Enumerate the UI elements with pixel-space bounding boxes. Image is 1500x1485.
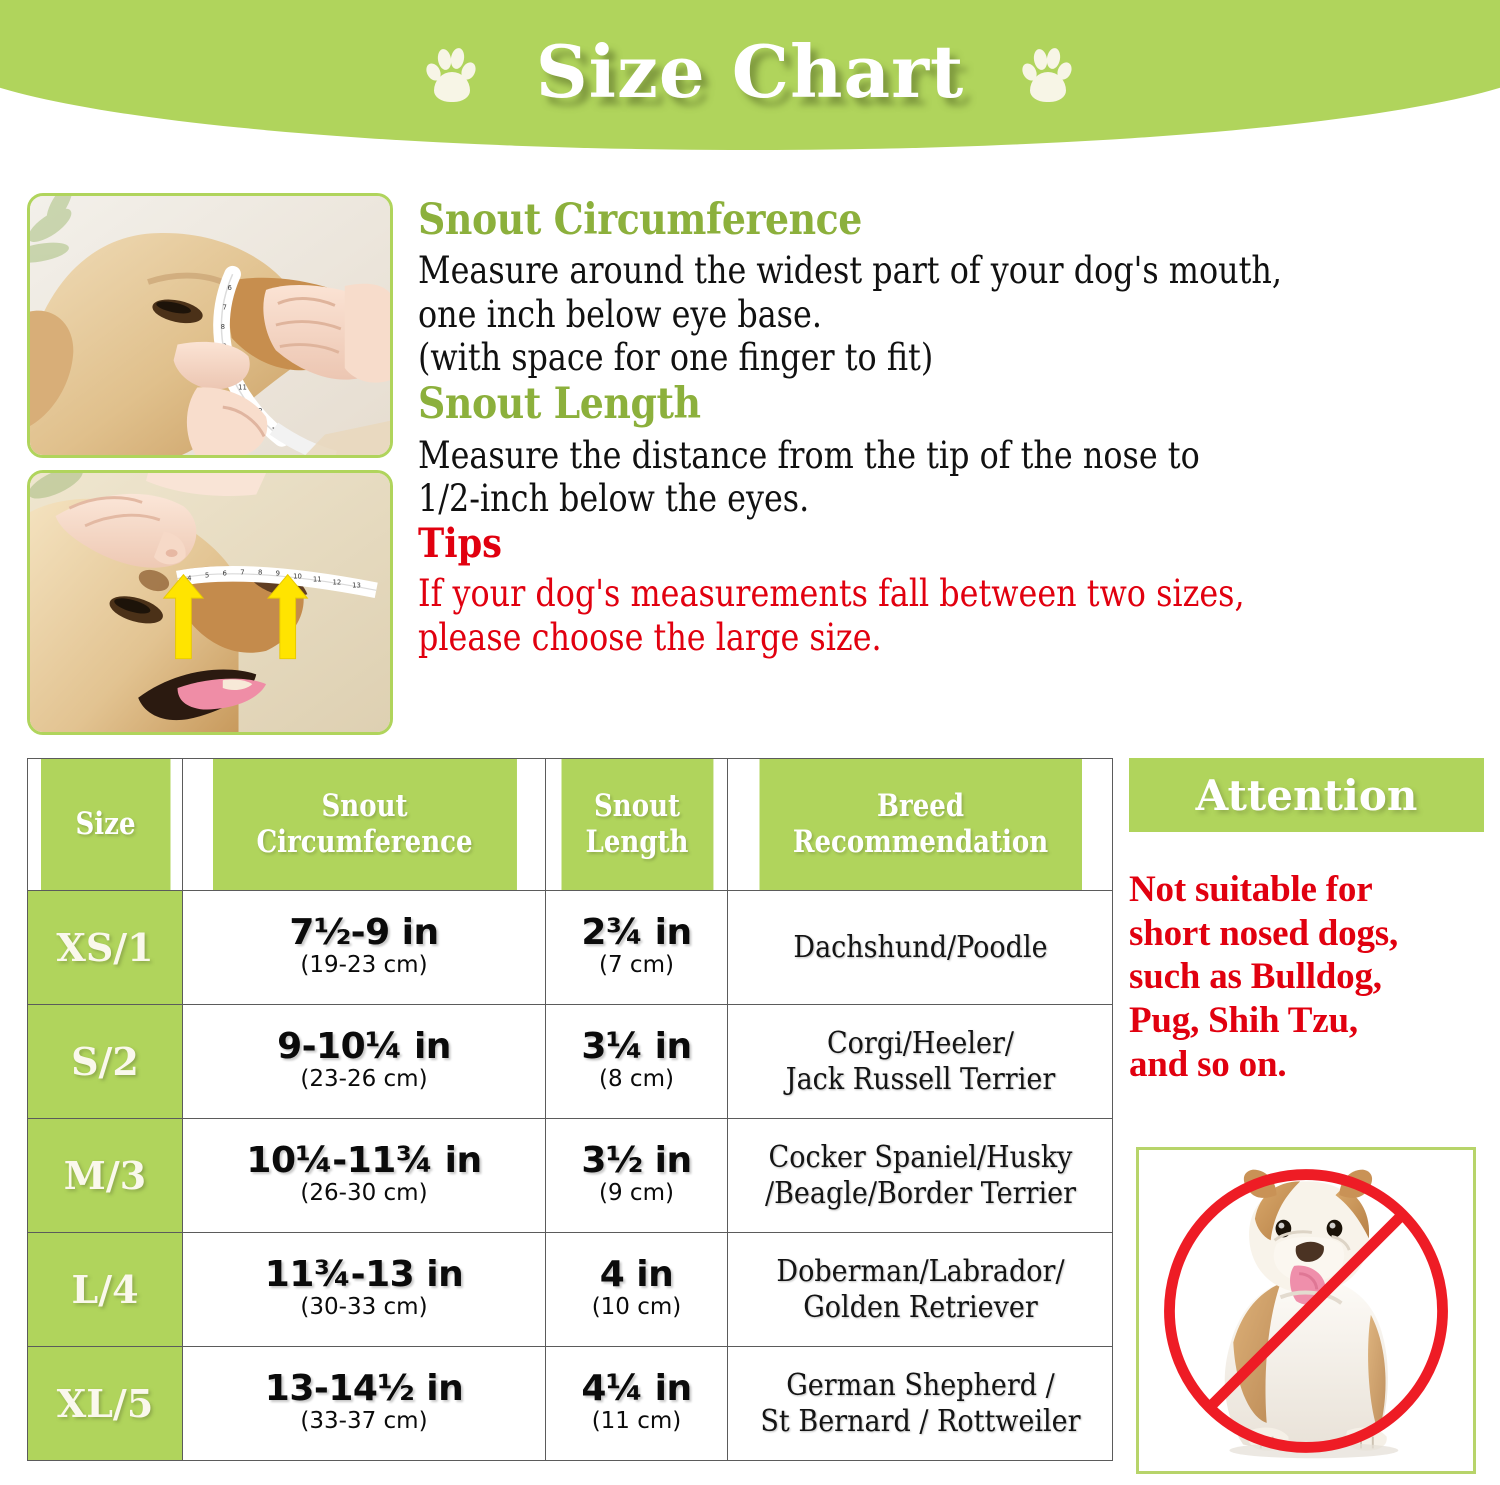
- snout-length-heading: Snout Length: [418, 379, 701, 430]
- table-row: M/3 10¼-11¾ in (26-30 cm) 3½ in (9 cm) C…: [27, 1118, 1113, 1233]
- value-inches: 11¾-13 in: [264, 1253, 464, 1295]
- value-centimeters: (26-30 cm): [300, 1180, 428, 1207]
- attention-title: Attention: [1195, 770, 1418, 820]
- cell-size: M/3: [27, 1118, 183, 1233]
- svg-text:6: 6: [223, 570, 227, 578]
- cell-size: S/2: [27, 1004, 183, 1119]
- cell-breed-recommendation: German Shepherd / St Bernard / Rottweile…: [746, 1346, 1094, 1461]
- instructions-section: 6 7 8 9 10 11 12 13: [0, 193, 1500, 745]
- svg-text:8: 8: [221, 323, 225, 331]
- svg-text:11: 11: [238, 384, 247, 392]
- page-title: Size Chart: [535, 29, 965, 114]
- cell-size: XS/1: [27, 890, 183, 1005]
- cell-size: L/4: [27, 1232, 183, 1347]
- value-centimeters: (9 cm): [599, 1180, 674, 1207]
- column-header-size: Size: [39, 758, 171, 891]
- snout-length-body: Measure the distance from the tip of the…: [418, 433, 1200, 520]
- table-row: XL/5 13-14½ in (33-37 cm) 4¼ in (11 cm) …: [27, 1346, 1113, 1461]
- table-header-row: Size Snout Circumference Snout Length Br…: [28, 758, 1113, 891]
- value-inches: 3¼ in: [581, 1025, 692, 1067]
- attention-warning-text: Not suitable for short nosed dogs, such …: [1129, 869, 1399, 1085]
- svg-text:5: 5: [205, 572, 209, 580]
- svg-text:12: 12: [333, 578, 342, 586]
- cell-snout-circumference: 10¼-11¾ in (26-30 cm): [182, 1118, 546, 1233]
- value-centimeters: (11 cm): [591, 1408, 682, 1435]
- paw-print-icon: [1019, 46, 1075, 104]
- svg-text:11: 11: [313, 576, 322, 584]
- cell-breed-recommendation: Corgi/Heeler/ Jack Russell Terrier: [746, 1004, 1094, 1119]
- snout-length-photo: 4 5 6 7 8 9 10 11 12 13: [27, 470, 393, 735]
- svg-text:13: 13: [352, 581, 361, 589]
- cell-snout-circumference: 13-14½ in (33-37 cm): [182, 1346, 546, 1461]
- value-centimeters: (33-37 cm): [300, 1408, 428, 1435]
- cell-snout-circumference: 11¾-13 in (30-33 cm): [182, 1232, 546, 1347]
- cell-snout-length: 3¼ in (8 cm): [545, 1004, 728, 1119]
- tips-heading: Tips: [418, 520, 502, 568]
- tips-body: If your dog's measurements fall between …: [418, 572, 1245, 659]
- svg-text:7: 7: [223, 303, 227, 311]
- value-inches: 3½ in: [581, 1139, 692, 1181]
- no-bulldog-image: [1136, 1147, 1476, 1474]
- value-inches: 4 in: [599, 1253, 674, 1295]
- attention-panel: Attention Not suitable for short nosed d…: [1129, 758, 1484, 1086]
- value-inches: 7½-9 in: [289, 911, 439, 953]
- cell-snout-length: 3½ in (9 cm): [545, 1118, 728, 1233]
- paw-print-icon: [423, 46, 478, 104]
- value-inches: 13-14½ in: [264, 1367, 464, 1409]
- svg-text:7: 7: [240, 569, 244, 577]
- value-centimeters: (19-23 cm): [300, 952, 428, 979]
- table-row: S/2 9-10¼ in (23-26 cm) 3¼ in (8 cm) Cor…: [27, 1004, 1113, 1119]
- svg-text:9: 9: [276, 570, 280, 578]
- size-chart-table: Size Snout Circumference Snout Length Br…: [27, 758, 1113, 1461]
- cell-breed-recommendation: Dachshund/Poodle: [746, 890, 1094, 1005]
- cell-snout-length: 4 in (10 cm): [545, 1232, 728, 1347]
- svg-text:10: 10: [293, 573, 302, 581]
- column-header-snout-length: Snout Length: [559, 758, 714, 891]
- svg-text:4: 4: [187, 575, 191, 583]
- column-header-snout-circumference: Snout Circumference: [211, 758, 517, 891]
- snout-circumference-heading: Snout Circumference: [418, 195, 862, 245]
- attention-header-bar: Attention: [1129, 758, 1484, 832]
- table-row: L/4 11¾-13 in (30-33 cm) 4 in (10 cm) Do…: [27, 1232, 1113, 1347]
- value-centimeters: (10 cm): [591, 1294, 682, 1321]
- cell-size: XL/5: [27, 1346, 183, 1461]
- cell-snout-circumference: 7½-9 in (19-23 cm): [182, 890, 546, 1005]
- value-centimeters: (30-33 cm): [300, 1294, 428, 1321]
- cell-snout-length: 2¾ in (7 cm): [545, 890, 728, 1005]
- value-inches: 9-10¼ in: [277, 1025, 451, 1067]
- cell-breed-recommendation: Cocker Spaniel/Husky /Beagle/Border Terr…: [746, 1118, 1094, 1233]
- value-inches: 2¾ in: [581, 911, 692, 953]
- svg-text:8: 8: [258, 569, 262, 577]
- page-header-banner: Size Chart: [0, 0, 1500, 150]
- value-inches: 4¼ in: [581, 1367, 692, 1409]
- value-inches: 10¼-11¾ in: [246, 1139, 482, 1181]
- value-centimeters: (7 cm): [599, 952, 674, 979]
- table-row: XS/1 7½-9 in (19-23 cm) 2¾ in (7 cm) Dac…: [27, 890, 1113, 1005]
- cell-snout-length: 4¼ in (11 cm): [545, 1346, 728, 1461]
- value-centimeters: (8 cm): [599, 1066, 674, 1093]
- cell-snout-circumference: 9-10¼ in (23-26 cm): [182, 1004, 546, 1119]
- column-header-breed-recommendation: Breed Recommendation: [757, 758, 1083, 891]
- value-centimeters: (23-26 cm): [300, 1066, 428, 1093]
- svg-text:6: 6: [227, 284, 231, 292]
- cell-breed-recommendation: Doberman/Labrador/ Golden Retriever: [746, 1232, 1094, 1347]
- snout-circumference-body: Measure around the widest part of your d…: [418, 249, 1283, 379]
